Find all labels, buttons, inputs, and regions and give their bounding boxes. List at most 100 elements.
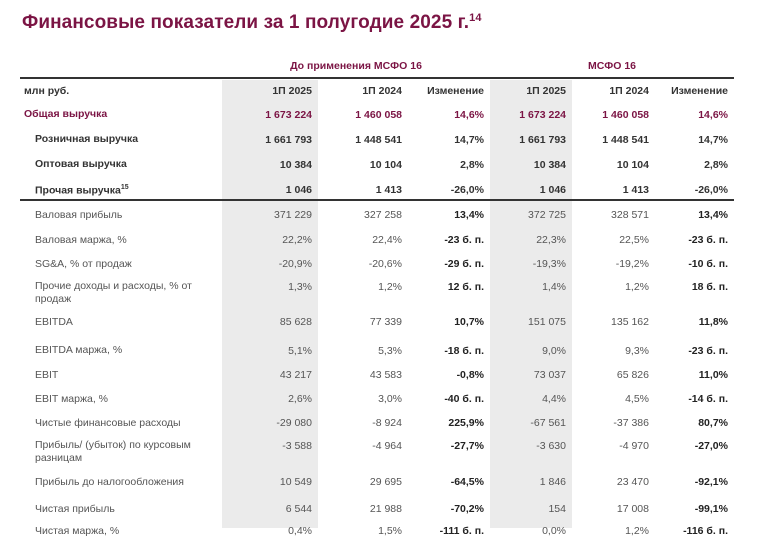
value-cell: 4,5% bbox=[625, 393, 649, 405]
group-header-pre-ifrs16: До применения МСФО 16 bbox=[290, 60, 422, 72]
table-row: Прочие доходы и расходы, % от продаж 1,3%… bbox=[20, 276, 734, 306]
value-cell: 10 384 bbox=[279, 158, 312, 171]
value-cell: -67 561 bbox=[530, 417, 566, 429]
value-cell: 1 448 541 bbox=[602, 133, 649, 146]
value-cell: 10 549 bbox=[279, 476, 312, 488]
row-label-text: Чистые финансовые расходы bbox=[35, 416, 181, 429]
change-cell: 2,8% bbox=[704, 158, 728, 171]
row-label: Общая выручка bbox=[20, 102, 222, 127]
row-label-text: Оптовая выручка bbox=[35, 158, 127, 170]
change-cell: -29 б. п. bbox=[444, 258, 484, 270]
value-cell: 1 046 bbox=[285, 183, 312, 196]
column-header: 1П 2024 bbox=[609, 85, 649, 97]
revenue-divider bbox=[20, 199, 734, 201]
value-cell: 3,0% bbox=[378, 393, 402, 405]
row-label: Прибыль/ (убыток) по курсовым разницам bbox=[20, 435, 222, 465]
value-cell: 21 988 bbox=[369, 503, 402, 515]
change-cell: 14,7% bbox=[698, 133, 728, 146]
value-cell: -37 386 bbox=[613, 417, 649, 429]
change-cell: 12 б. п. bbox=[447, 281, 484, 293]
change-cell: -27,7% bbox=[450, 440, 484, 452]
value-cell: 154 bbox=[548, 503, 566, 515]
value-cell: 10 384 bbox=[533, 158, 566, 171]
change-cell: 13,4% bbox=[698, 209, 728, 221]
change-cell: -23 б. п. bbox=[444, 234, 484, 246]
value-cell: 4,4% bbox=[542, 393, 566, 405]
row-label: EBIT bbox=[20, 363, 222, 387]
row-label-text: Розничная выручка bbox=[35, 133, 139, 145]
change-cell: -40 б. п. bbox=[444, 393, 484, 405]
value-cell: 10 104 bbox=[369, 158, 402, 171]
value-cell: 0,4% bbox=[288, 525, 312, 537]
table-row: SG&A, % от продаж -20,9% -20,6% -29 б. п. -1… bbox=[20, 252, 734, 276]
change-cell: -70,2% bbox=[450, 503, 484, 515]
row-label: Чистая маржа, % bbox=[20, 519, 222, 543]
change-cell: 11,8% bbox=[698, 316, 728, 328]
value-cell: 5,3% bbox=[378, 344, 402, 357]
value-cell: 22,5% bbox=[619, 234, 649, 246]
value-cell: -20,9% bbox=[278, 258, 312, 270]
row-label-text: EBIT bbox=[35, 368, 59, 381]
value-cell: -19,3% bbox=[532, 258, 566, 270]
value-cell: 1 673 224 bbox=[519, 108, 566, 121]
table-row: Прибыль/ (убыток) по курсовым разницам -3… bbox=[20, 435, 734, 465]
table-row: EBIT маржа, % 2,6% 3,0% -40 б. п. 4,4% 4,5% -1… bbox=[20, 387, 734, 411]
table-row: Валовая маржа, % 22,2% 22,4% -23 б. п. 22,3%… bbox=[20, 228, 734, 252]
row-label: Оптовая выручка bbox=[20, 152, 222, 177]
value-cell: 1,2% bbox=[625, 281, 649, 293]
change-cell: -92,1% bbox=[694, 476, 728, 488]
value-cell: 17 008 bbox=[616, 503, 649, 515]
value-cell: 1 846 bbox=[539, 476, 566, 488]
change-cell: -27,0% bbox=[694, 440, 728, 452]
value-cell: 1 661 793 bbox=[265, 133, 312, 146]
value-cell: 327 258 bbox=[364, 209, 402, 221]
value-cell: -20,6% bbox=[368, 258, 402, 270]
value-cell: 1,2% bbox=[625, 525, 649, 537]
column-header: 1П 2025 bbox=[272, 85, 312, 97]
change-cell: -23 б. п. bbox=[688, 234, 728, 246]
value-cell: 9,0% bbox=[542, 344, 566, 357]
row-label-text: Чистая маржа, % bbox=[35, 524, 120, 537]
column-header: 1П 2025 bbox=[526, 85, 566, 97]
header-divider bbox=[20, 77, 734, 79]
value-cell: 1 673 224 bbox=[265, 108, 312, 121]
row-label-text: EBIT маржа, % bbox=[35, 392, 108, 405]
value-cell: -19,2% bbox=[615, 258, 649, 270]
row-label-text: EBITDA bbox=[35, 315, 73, 328]
value-cell: 65 826 bbox=[616, 369, 649, 381]
row-label: Розничная выручка bbox=[20, 127, 222, 152]
row-label: Прочая выручка15 bbox=[20, 177, 222, 202]
row-label-text: Прочая выручка bbox=[35, 184, 121, 197]
row-label-text: Валовая маржа, % bbox=[35, 233, 127, 246]
change-cell: -116 б. п. bbox=[683, 525, 728, 537]
row-label-text: Общая выручка bbox=[24, 108, 108, 120]
row-label-text: Прибыль до налогообложения bbox=[35, 475, 184, 488]
value-cell: 6 544 bbox=[285, 503, 312, 515]
row-label: Прибыль до налогообложения bbox=[20, 465, 222, 499]
row-label: Чистая прибыль bbox=[20, 499, 222, 519]
value-cell: 1 460 058 bbox=[602, 108, 649, 121]
row-label-text: Валовая прибыль bbox=[35, 208, 123, 221]
column-shade-2025-ifrs bbox=[490, 80, 572, 528]
table-row: Прибыль до налогообложения 10 549 29 695 -6… bbox=[20, 465, 734, 499]
row-label: Валовая маржа, % bbox=[20, 228, 222, 252]
value-cell: -8 924 bbox=[372, 417, 402, 429]
row-label: SG&A, % от продаж bbox=[20, 252, 222, 276]
table-row: Чистые финансовые расходы -29 080 -8 924 22… bbox=[20, 411, 734, 435]
value-cell: 10 104 bbox=[616, 158, 649, 171]
change-cell: 10,7% bbox=[454, 316, 484, 328]
change-cell: -64,5% bbox=[450, 476, 484, 488]
change-cell: 11,0% bbox=[698, 369, 728, 381]
row-label-text: EBITDA маржа, % bbox=[35, 344, 123, 356]
column-shade-2025-pre bbox=[222, 80, 318, 528]
value-cell: 43 217 bbox=[279, 369, 312, 381]
value-cell: 1 661 793 bbox=[519, 133, 566, 146]
value-cell: 22,4% bbox=[372, 234, 402, 246]
value-cell: 135 162 bbox=[611, 316, 649, 328]
change-cell: -0,8% bbox=[456, 369, 484, 381]
row-label: Чистые финансовые расходы bbox=[20, 411, 222, 435]
value-cell: 1,4% bbox=[542, 281, 566, 293]
change-cell: 13,4% bbox=[454, 209, 484, 221]
title-footnote: 14 bbox=[469, 12, 482, 24]
value-cell: 23 470 bbox=[616, 476, 649, 488]
